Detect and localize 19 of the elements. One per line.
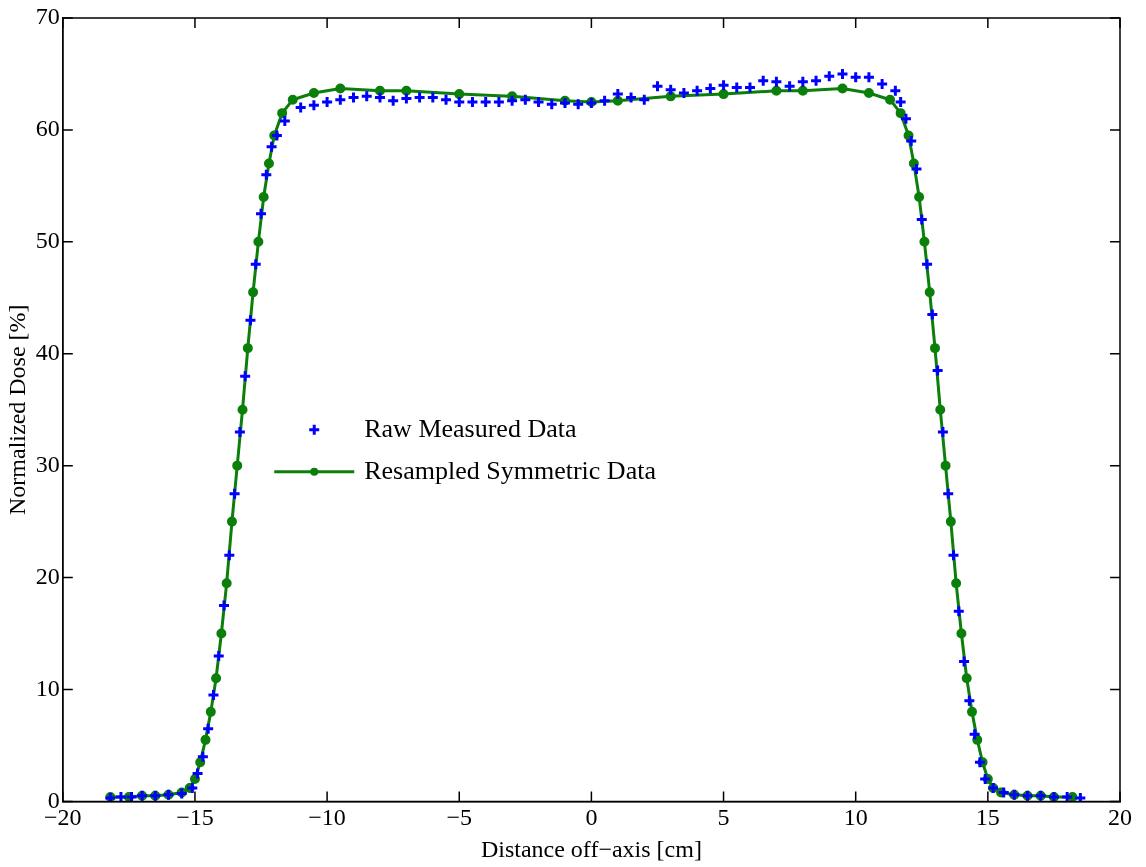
x-tick-label: 0 [585, 804, 598, 831]
x-tick-label: −15 [176, 804, 214, 831]
x-tick-label: 20 [1108, 804, 1132, 831]
legend-label: Raw Measured Data [364, 413, 577, 443]
y-tick-label: 20 [35, 562, 60, 589]
x-tick-label: 5 [717, 804, 730, 831]
y-tick-label: 60 [35, 115, 60, 142]
x-tick-label: −10 [308, 804, 346, 831]
legend-label: Resampled Symmetric Data [364, 455, 657, 485]
y-axis-title: Normalized Dose [%] [3, 304, 30, 515]
x-tick-label: −5 [446, 804, 473, 831]
x-tick-label: 15 [975, 804, 1000, 831]
x-axis-title: Distance off−axis [cm] [480, 835, 702, 862]
x-tick-label: 10 [843, 804, 868, 831]
y-tick-label: 70 [35, 3, 60, 30]
y-tick-label: 50 [35, 227, 60, 254]
y-tick-label: 40 [35, 339, 60, 366]
y-tick-label: 10 [35, 674, 60, 701]
y-tick-label: 30 [35, 450, 60, 477]
